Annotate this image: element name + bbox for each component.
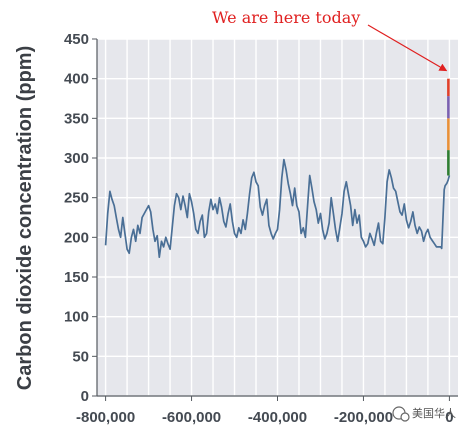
y-tick-label: 0 xyxy=(81,388,89,405)
annotation: We are here today xyxy=(212,8,448,72)
x-tick-label: 0 xyxy=(445,409,453,426)
y-tick-labels: 0 50 100 150 200 250 300 350 400 450 xyxy=(64,31,89,405)
x-tick-label: -200,000 xyxy=(334,409,393,426)
watermark-text: 美国华人 xyxy=(412,406,456,420)
x-tick-label: -600,000 xyxy=(162,409,221,426)
y-tick-label: 400 xyxy=(64,71,89,88)
wechat-icon-inner xyxy=(400,412,410,422)
y-tick-label: 50 xyxy=(72,348,89,365)
axes xyxy=(92,38,458,401)
y-axis-label: Carbon dioxide concentration (ppm) xyxy=(14,46,36,390)
y-tick-label: 300 xyxy=(64,150,89,167)
annotation-text: We are here today xyxy=(212,8,360,27)
y-tick-label: 100 xyxy=(64,309,89,326)
x-tick-label: -400,000 xyxy=(248,409,307,426)
y-tick-label: 250 xyxy=(64,190,89,207)
y-tick-label: 450 xyxy=(64,31,89,48)
watermark: 美国华人 xyxy=(392,406,456,422)
y-tick-label: 200 xyxy=(64,229,89,246)
y-tick-label: 350 xyxy=(64,110,89,127)
y-tick-label: 150 xyxy=(64,269,89,286)
x-tick-labels: -800,000 -600,000 -400,000 -200,000 0 xyxy=(76,409,454,426)
annotation-arrow xyxy=(367,24,448,72)
series-line xyxy=(104,158,451,259)
x-tick-label: -800,000 xyxy=(76,409,135,426)
series-lines xyxy=(104,78,451,259)
